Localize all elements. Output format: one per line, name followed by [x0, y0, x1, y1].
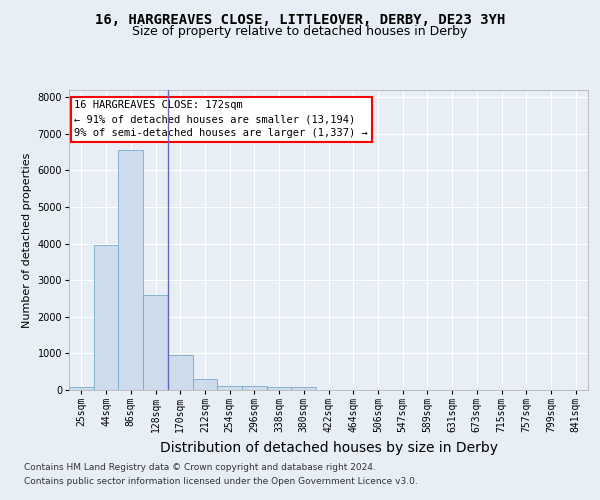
Bar: [94, 246, 118, 390]
Text: Contains public sector information licensed under the Open Government Licence v3: Contains public sector information licen…: [24, 477, 418, 486]
Bar: [267, 387, 292, 390]
Bar: [69, 388, 94, 390]
Text: Contains HM Land Registry data © Crown copyright and database right 2024.: Contains HM Land Registry data © Crown c…: [24, 464, 376, 472]
Bar: [168, 355, 193, 390]
Bar: [292, 387, 316, 390]
Text: 16, HARGREAVES CLOSE, LITTLEOVER, DERBY, DE23 3YH: 16, HARGREAVES CLOSE, LITTLEOVER, DERBY,…: [95, 12, 505, 26]
Bar: [217, 386, 242, 390]
Bar: [118, 150, 143, 390]
Bar: [143, 295, 168, 390]
Text: 16 HARGREAVES CLOSE: 172sqm
← 91% of detached houses are smaller (13,194)
9% of : 16 HARGREAVES CLOSE: 172sqm ← 91% of det…: [74, 100, 368, 138]
Text: Size of property relative to detached houses in Derby: Size of property relative to detached ho…: [133, 25, 467, 38]
Bar: [242, 386, 267, 390]
X-axis label: Distribution of detached houses by size in Derby: Distribution of detached houses by size …: [160, 440, 497, 454]
Y-axis label: Number of detached properties: Number of detached properties: [22, 152, 32, 328]
Bar: [193, 379, 217, 390]
